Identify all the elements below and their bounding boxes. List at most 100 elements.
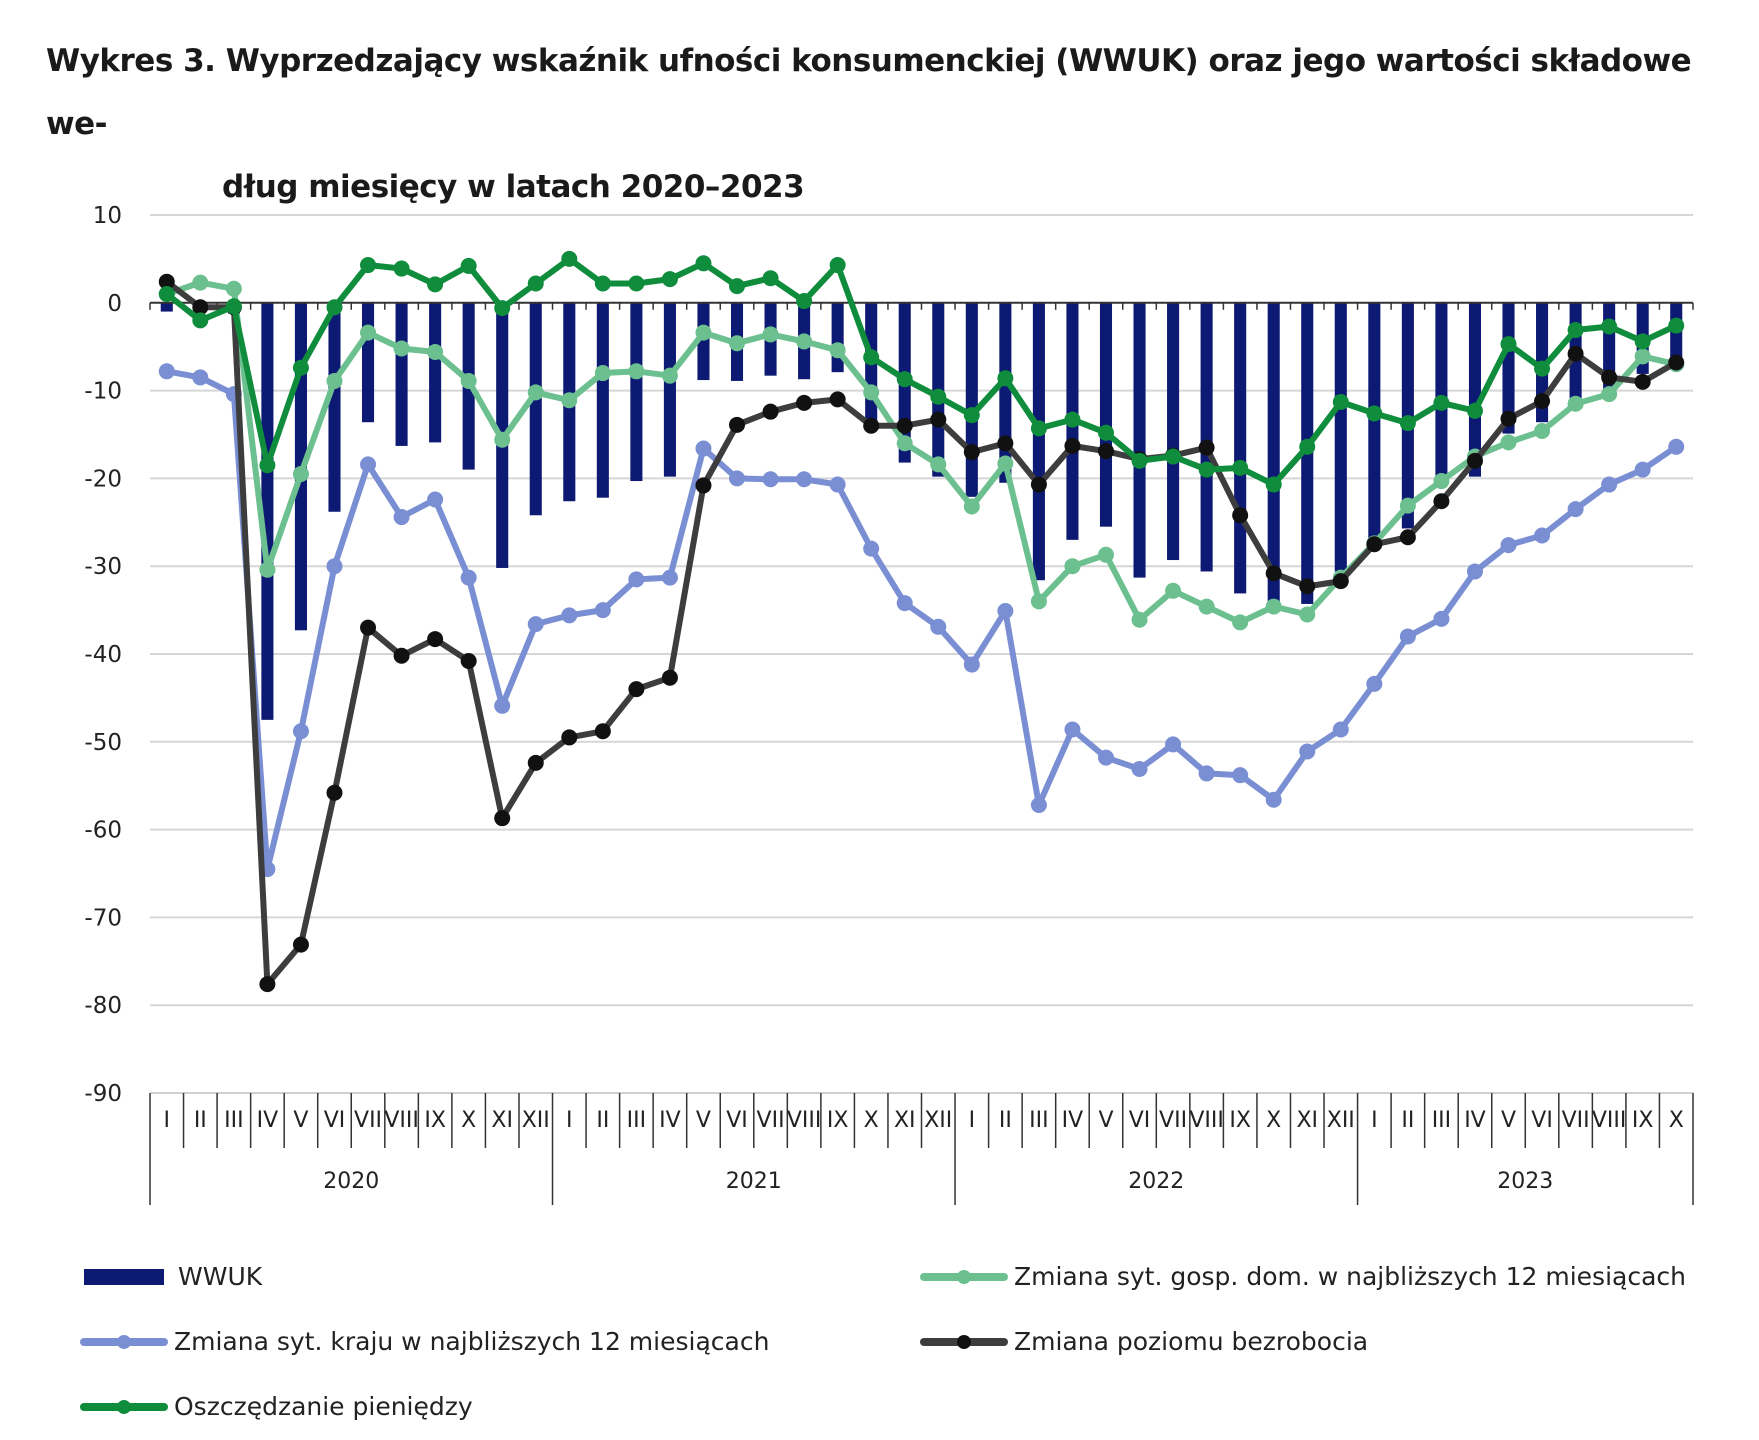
data-point-kraj [1165, 736, 1182, 753]
data-point-kraj [527, 616, 544, 633]
month-label: X [1266, 1108, 1281, 1133]
month-label: XI [894, 1108, 916, 1133]
data-point-kraj [460, 569, 477, 586]
data-point-oszczedzanie [863, 349, 880, 366]
data-point-oszczedzanie [695, 255, 712, 272]
series-kraj [158, 363, 1685, 878]
data-point-gosp-dom [1097, 546, 1114, 563]
y-tick-label: -50 [84, 730, 122, 756]
month-label: I [164, 1108, 171, 1133]
data-point-oszczedzanie [393, 260, 410, 277]
chart-title-line-1: Wykres 3. Wyprzedzający wskaźnik ufności… [46, 43, 1692, 142]
data-point-bezrobocie [1433, 493, 1450, 510]
data-point-kraj [192, 369, 209, 386]
data-point-oszczedzanie [1433, 394, 1450, 411]
data-point-kraj [158, 363, 175, 380]
wwuk-bar [1267, 302, 1280, 607]
data-point-kraj [427, 491, 444, 508]
data-point-bezrobocie [427, 631, 444, 648]
y-tick-label: -20 [84, 466, 122, 492]
data-point-gosp-dom [896, 435, 913, 452]
series-line-gosp-dom [163, 279, 1680, 626]
year-label: 2023 [1497, 1169, 1553, 1194]
month-label: VII [757, 1108, 785, 1133]
data-point-oszczedzanie [1567, 322, 1584, 339]
data-point-kraj [829, 476, 846, 493]
data-point-oszczedzanie [1668, 317, 1685, 334]
month-label: IX [1229, 1108, 1251, 1133]
data-point-kraj [628, 571, 645, 588]
data-point-gosp-dom [1198, 598, 1215, 615]
data-point-gosp-dom [695, 324, 712, 341]
data-point-oszczedzanie [594, 275, 611, 292]
month-label: VIII [1189, 1108, 1224, 1133]
data-point-oszczedzanie [427, 276, 444, 293]
data-point-gosp-dom [292, 466, 309, 483]
data-point-oszczedzanie [762, 270, 779, 287]
month-label: IX [827, 1108, 849, 1133]
data-point-gosp-dom [360, 324, 377, 341]
data-point-kraj [1668, 438, 1685, 455]
data-point-kraj [1198, 765, 1215, 782]
month-label: VIII [384, 1108, 419, 1133]
data-point-bezrobocie [661, 669, 678, 686]
data-point-bezrobocie [896, 417, 913, 434]
data-point-kraj [1466, 563, 1483, 580]
year-label: 2022 [1128, 1169, 1184, 1194]
data-point-gosp-dom [628, 363, 645, 380]
data-point-gosp-dom [1131, 611, 1148, 628]
y-tick-label: -40 [84, 642, 122, 668]
data-point-gosp-dom [1064, 558, 1081, 575]
data-point-bezrobocie [829, 391, 846, 408]
data-point-bezrobocie [326, 784, 343, 801]
data-point-oszczedzanie [225, 298, 242, 315]
data-point-oszczedzanie [829, 257, 846, 274]
data-point-oszczedzanie [1165, 448, 1182, 465]
wwuk-bar [328, 302, 341, 512]
month-label: XII [1327, 1108, 1355, 1133]
data-point-oszczedzanie [1097, 424, 1114, 441]
gridlines [150, 214, 1693, 1094]
data-point-bezrobocie [729, 416, 746, 433]
data-point-kraj [695, 440, 712, 457]
data-point-bezrobocie [594, 723, 611, 740]
month-label: X [864, 1108, 879, 1133]
data-point-oszczedzanie [1601, 318, 1618, 335]
data-point-gosp-dom [1030, 593, 1047, 610]
data-point-bezrobocie [1097, 443, 1114, 460]
data-point-oszczedzanie [527, 275, 544, 292]
data-point-bezrobocie [1030, 476, 1047, 493]
data-point-oszczedzanie [628, 275, 645, 292]
zero-axis [149, 301, 1694, 310]
month-label: V [1501, 1108, 1516, 1133]
data-point-oszczedzanie [360, 257, 377, 274]
month-label: II [194, 1108, 207, 1133]
wwuk-bar [1502, 302, 1515, 434]
wwuk-bar [261, 302, 274, 720]
data-point-bezrobocie [1265, 565, 1282, 582]
data-point-kraj [1131, 761, 1148, 778]
data-point-gosp-dom [1634, 348, 1651, 365]
data-point-kraj [1534, 527, 1551, 544]
data-point-oszczedzanie [997, 370, 1014, 387]
data-point-gosp-dom [1601, 386, 1618, 403]
data-point-kraj [1567, 501, 1584, 518]
y-tick-label: -30 [84, 554, 122, 580]
data-point-gosp-dom [427, 343, 444, 360]
data-point-kraj [762, 471, 779, 488]
series-bezrobocie [158, 273, 1685, 993]
data-point-oszczedzanie [1198, 461, 1215, 478]
month-label: X [461, 1108, 476, 1133]
wwuk-bar [831, 302, 844, 373]
month-label: VI [1531, 1108, 1553, 1133]
month-label: V [696, 1108, 711, 1133]
wwuk-bar [1133, 302, 1146, 578]
data-point-kraj [1299, 743, 1316, 760]
month-label: IV [257, 1108, 279, 1133]
month-label: XII [924, 1108, 952, 1133]
data-point-gosp-dom [594, 365, 611, 382]
data-point-kraj [896, 595, 913, 612]
data-point-oszczedzanie [494, 300, 511, 317]
month-label: II [596, 1108, 609, 1133]
series-line-kraj [163, 368, 1680, 873]
